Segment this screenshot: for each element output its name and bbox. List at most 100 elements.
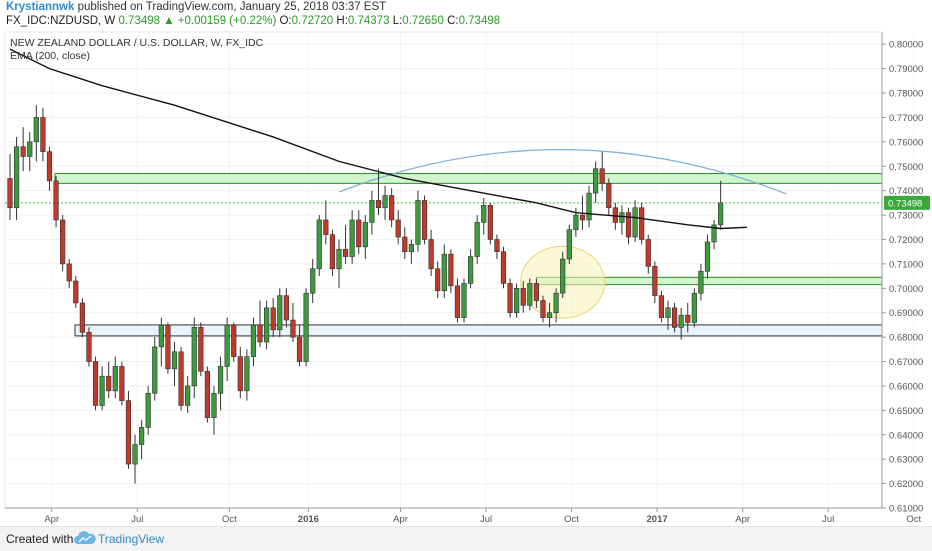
candle-body bbox=[92, 361, 99, 406]
y-tick-label: 0.66000 bbox=[889, 381, 923, 392]
resistance-zone bbox=[54, 173, 883, 184]
candle-body bbox=[435, 268, 441, 292]
candle-body bbox=[336, 248, 342, 270]
candle-body bbox=[303, 292, 309, 362]
tradingview-brand-link[interactable]: TradingView bbox=[98, 532, 165, 546]
candle-body bbox=[211, 392, 217, 418]
candle-body bbox=[375, 200, 382, 209]
candle-body bbox=[665, 307, 671, 318]
candle-body bbox=[625, 212, 632, 238]
candle-body bbox=[20, 146, 26, 157]
candle-body bbox=[599, 168, 605, 184]
low-value: 0.72650 bbox=[402, 15, 444, 27]
candle-body bbox=[33, 117, 39, 143]
candle-body bbox=[13, 146, 20, 209]
x-tick-label: Apr bbox=[393, 514, 408, 525]
y-tick-label: 0.75000 bbox=[889, 162, 923, 173]
close-label: C: bbox=[447, 15, 459, 27]
x-tick-label: Oct bbox=[222, 514, 237, 525]
candle-body bbox=[619, 212, 625, 223]
candle-body bbox=[593, 168, 599, 194]
ema-line bbox=[9, 48, 747, 230]
candle-body bbox=[500, 251, 507, 284]
candle-body bbox=[441, 253, 447, 292]
low-label: L: bbox=[392, 15, 403, 27]
price-zones[interactable] bbox=[54, 173, 883, 337]
open-label: O: bbox=[279, 15, 292, 27]
candle-body bbox=[448, 253, 454, 287]
price-change: ▲ +0.00159 (+0.22%) bbox=[163, 15, 277, 27]
candle-body bbox=[165, 324, 171, 370]
candle-body bbox=[560, 258, 566, 294]
candle-body bbox=[66, 263, 72, 282]
y-tick-label: 0.64000 bbox=[889, 430, 923, 441]
close-value: 0.73498 bbox=[458, 15, 501, 27]
y-tick-label: 0.69000 bbox=[889, 308, 923, 319]
y-tick-label: 0.77000 bbox=[889, 113, 923, 124]
chart-header-publisher: Krystiannwk published on TradingView.com… bbox=[6, 1, 386, 15]
y-tick-label: 0.78000 bbox=[889, 89, 923, 100]
candle-body bbox=[685, 314, 691, 323]
candle-body bbox=[132, 444, 138, 465]
candle-body bbox=[349, 219, 355, 257]
candle-body bbox=[645, 239, 651, 267]
candle-body bbox=[290, 319, 296, 338]
candle-body bbox=[342, 248, 349, 257]
candle-body bbox=[639, 207, 645, 240]
candle-body bbox=[408, 244, 414, 252]
ema-polyline bbox=[9, 48, 747, 230]
x-tick-label: Apr bbox=[44, 514, 59, 525]
candle-body bbox=[171, 351, 178, 370]
author-name[interactable]: Krystiannwk bbox=[6, 1, 75, 13]
candle-body bbox=[185, 385, 191, 406]
candle-body bbox=[540, 300, 546, 318]
candle-body bbox=[428, 239, 434, 270]
candle-body bbox=[217, 366, 224, 394]
candle-body bbox=[152, 346, 158, 394]
x-tick-label: 2016 bbox=[298, 514, 319, 525]
chart-title: NEW ZEALAND DOLLAR / U.S. DOLLAR, W, FX_… bbox=[10, 37, 264, 49]
candle-body bbox=[112, 366, 118, 392]
y-tick-label: 0.73000 bbox=[889, 211, 923, 222]
candle-body bbox=[474, 222, 480, 257]
x-tick-label: Jul bbox=[131, 514, 143, 525]
candle-body bbox=[507, 283, 513, 314]
indicator-label: EMA (200, close) bbox=[10, 50, 90, 62]
candle-body bbox=[718, 202, 724, 226]
candle-body bbox=[454, 285, 461, 318]
candle-body bbox=[316, 219, 322, 270]
candle-body bbox=[73, 280, 79, 304]
candle-body bbox=[46, 151, 53, 182]
candle-body bbox=[606, 183, 612, 209]
candle-body bbox=[329, 234, 336, 270]
candle-body bbox=[204, 371, 211, 418]
published-info: published on TradingView.com, January 25… bbox=[77, 1, 387, 13]
candle-body bbox=[691, 292, 697, 323]
candle-body bbox=[356, 219, 362, 248]
last-price-label: 0.73498 bbox=[888, 198, 922, 209]
candle-body bbox=[566, 229, 572, 260]
candle-body bbox=[481, 205, 487, 223]
candlestick-series bbox=[7, 105, 724, 484]
candle-body bbox=[231, 324, 237, 357]
y-tick-label: 0.62000 bbox=[889, 479, 923, 490]
y-tick-label: 0.61000 bbox=[889, 504, 923, 515]
y-tick-label: 0.63000 bbox=[889, 455, 923, 466]
candle-body bbox=[125, 400, 132, 465]
y-tick-label: 0.74000 bbox=[889, 186, 923, 197]
y-tick-label: 0.72000 bbox=[889, 235, 923, 246]
candle-body bbox=[421, 200, 428, 240]
candle-body bbox=[257, 324, 263, 343]
candle-body bbox=[533, 283, 539, 301]
candle-body bbox=[79, 302, 85, 333]
arc-drawing[interactable] bbox=[338, 149, 787, 195]
y-tick-label: 0.67000 bbox=[889, 357, 923, 368]
candle-body bbox=[678, 314, 684, 328]
candle-body bbox=[586, 192, 592, 221]
price-chart[interactable]: 0.80000 0.79000 0.78000 0.77000 0.76000 0.750… bbox=[0, 0, 932, 526]
candle-body bbox=[270, 307, 276, 331]
candle-body bbox=[671, 307, 678, 328]
candle-body bbox=[546, 312, 553, 318]
x-tick-label: Jul bbox=[480, 514, 492, 525]
x-tick-label: Oct bbox=[564, 514, 579, 525]
